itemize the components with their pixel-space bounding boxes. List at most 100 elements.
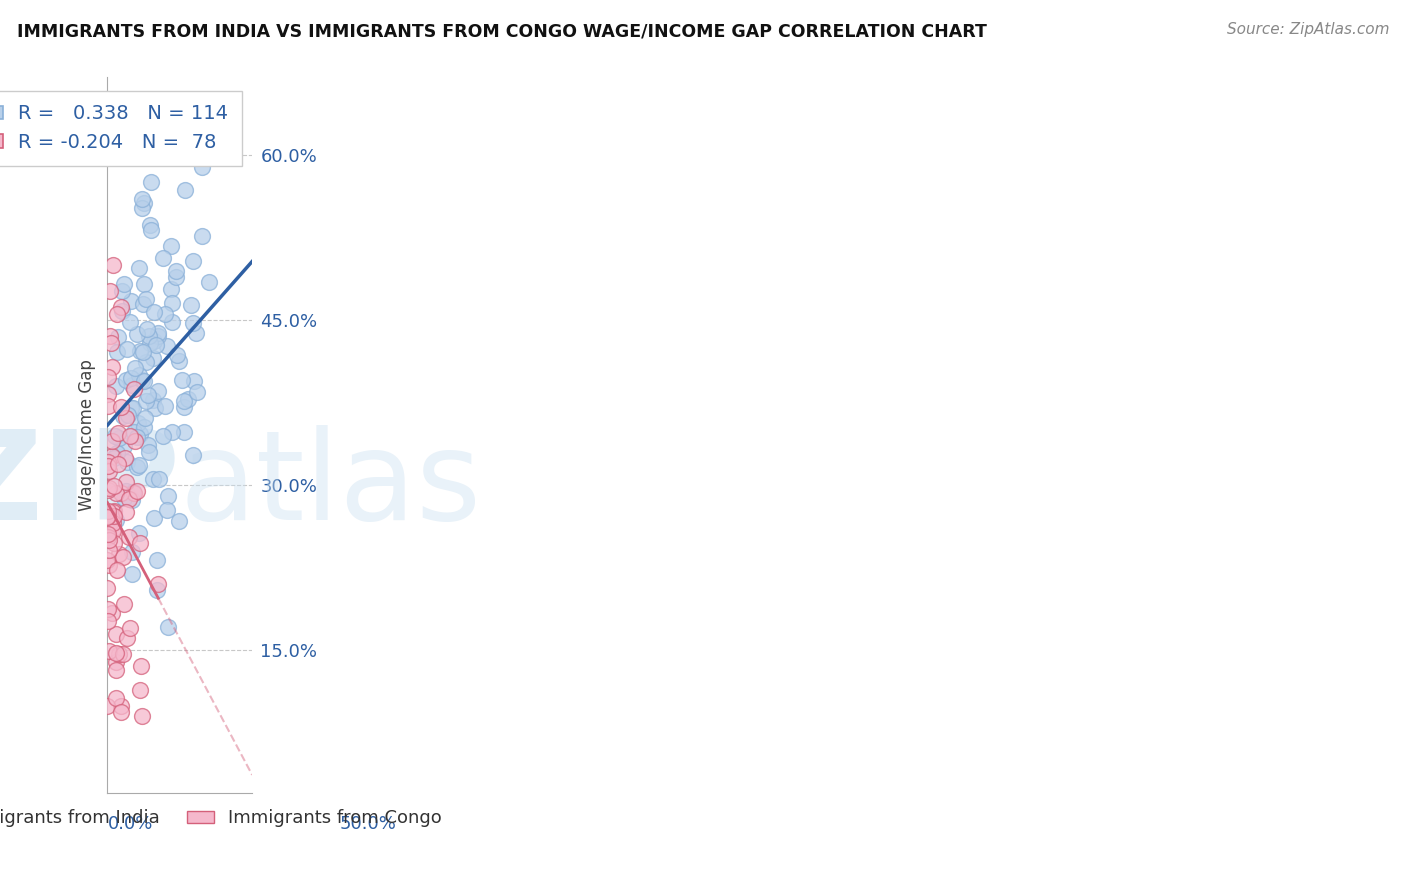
Point [142, 334, 165, 348]
Point [97, 503, 120, 517]
Point [115, 505, 138, 519]
Point [101, 606, 124, 620]
Point [111, 303, 134, 318]
Point [177, 392, 200, 406]
Point [136, 322, 159, 336]
Point [132, 374, 155, 388]
Point [129, 343, 152, 358]
Point [165, 263, 187, 277]
Point [96, 553, 118, 567]
Point [134, 277, 156, 291]
Point [111, 648, 134, 662]
Point [142, 305, 165, 319]
Point [111, 549, 134, 564]
Point [105, 664, 128, 678]
Point [121, 492, 143, 507]
Point [152, 429, 174, 443]
Point [173, 425, 195, 440]
Point [125, 459, 148, 474]
Point [138, 445, 160, 459]
Point [101, 516, 124, 531]
Point [134, 196, 156, 211]
Point [97, 615, 120, 629]
Point [112, 409, 135, 423]
Point [118, 315, 141, 329]
Point [103, 535, 125, 549]
Point [120, 293, 142, 308]
Point [131, 201, 153, 215]
Point [122, 382, 145, 396]
Point [121, 401, 143, 415]
Point [104, 690, 127, 705]
Point [117, 409, 139, 423]
Point [107, 425, 129, 440]
Text: 50.0%: 50.0% [340, 814, 396, 833]
Point [96, 698, 118, 713]
Point [174, 183, 197, 197]
Point [107, 547, 129, 561]
Point [112, 277, 135, 292]
Point [128, 368, 150, 382]
Point [145, 338, 167, 352]
Point [115, 373, 138, 387]
Point [110, 300, 132, 314]
Point [169, 354, 191, 368]
Point [114, 450, 136, 465]
Point [142, 472, 165, 486]
Point [127, 430, 149, 444]
Point [139, 222, 162, 236]
Point [101, 450, 124, 464]
Point [120, 429, 142, 443]
Point [105, 307, 128, 321]
Point [148, 328, 170, 343]
Point [132, 297, 155, 311]
Point [135, 355, 157, 369]
Point [139, 335, 162, 350]
Point [180, 298, 202, 312]
Point [100, 336, 122, 351]
Point [131, 708, 153, 723]
Point [148, 576, 170, 591]
Point [101, 434, 124, 449]
Point [103, 478, 125, 492]
Point [110, 698, 132, 713]
Point [146, 553, 169, 567]
Point [166, 348, 188, 362]
Point [101, 508, 124, 523]
Point [122, 425, 145, 439]
Point [162, 425, 184, 440]
Point [104, 429, 127, 443]
Point [97, 530, 120, 544]
Point [110, 486, 132, 500]
Point [96, 581, 118, 595]
Point [103, 504, 125, 518]
Point [135, 394, 157, 409]
Point [124, 434, 146, 448]
Point [146, 583, 169, 598]
Point [101, 522, 124, 536]
Point [146, 326, 169, 341]
Point [107, 457, 129, 471]
Point [97, 458, 120, 473]
Point [148, 472, 170, 486]
Point [101, 360, 124, 375]
Point [120, 401, 142, 415]
Point [156, 339, 179, 353]
Point [98, 285, 121, 299]
Point [103, 524, 125, 538]
Point [103, 258, 125, 272]
Point [186, 384, 208, 399]
Point [153, 400, 176, 414]
Point [97, 602, 120, 616]
Point [101, 505, 124, 519]
Point [172, 373, 194, 387]
Point [97, 387, 120, 401]
Point [134, 411, 156, 425]
Point [110, 706, 132, 720]
Point [97, 527, 120, 541]
Point [142, 351, 165, 365]
Point [105, 513, 128, 527]
Point [96, 509, 118, 524]
Point [128, 261, 150, 276]
Point [111, 284, 134, 298]
